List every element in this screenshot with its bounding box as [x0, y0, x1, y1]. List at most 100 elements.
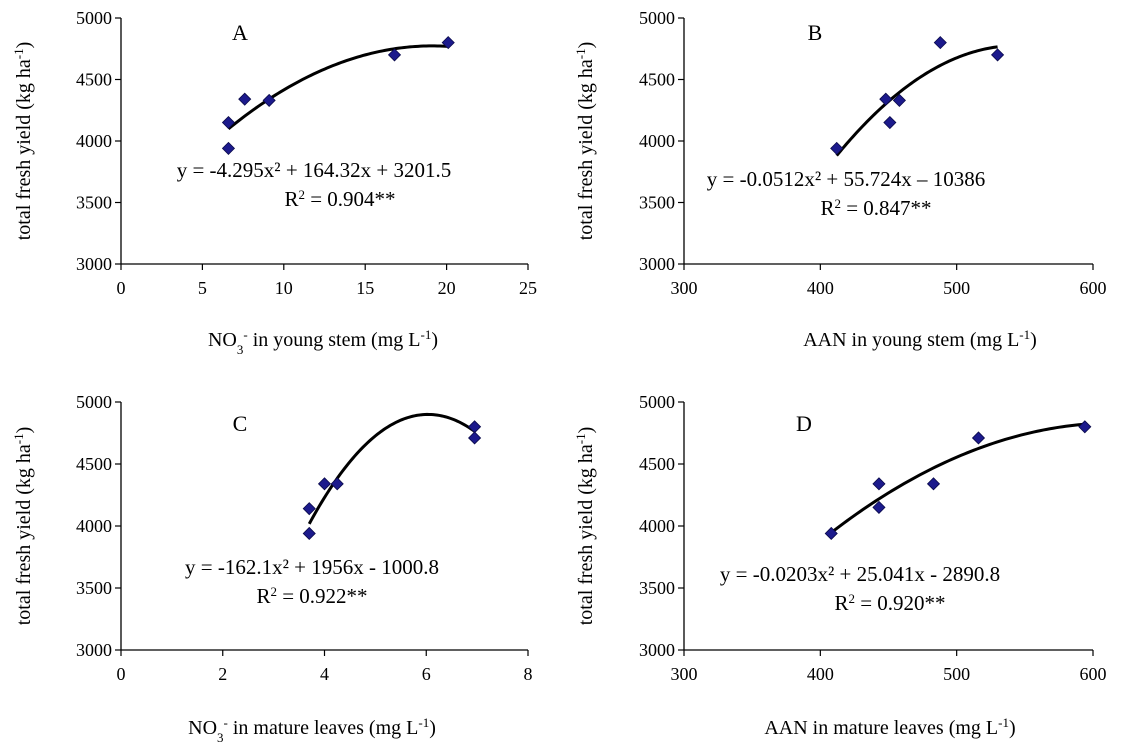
- r2-superscript: 2: [298, 187, 305, 202]
- panel-b-equation: y = -0.0512x² + 55.724x – 10386: [707, 167, 985, 191]
- y-label-superscript: -1: [573, 433, 588, 444]
- y-label-superscript: -1: [11, 48, 26, 59]
- panel-c-data-point: [317, 477, 332, 491]
- panel-a-data-point: [221, 141, 236, 155]
- panel-d-xtick-label: 500: [943, 664, 970, 684]
- panel-c-ytick-label: 4000: [76, 516, 112, 536]
- panel-b-ytick-label: 5000: [639, 8, 675, 28]
- panel-b-xtick-label: 300: [671, 278, 698, 298]
- panel-a-trendline: [227, 44, 449, 130]
- x-label-subscript: 3: [217, 730, 224, 745]
- panel-c-data-point: [302, 502, 316, 516]
- panel-a-y-axis-label: total fresh yield (kg ha-1): [11, 42, 36, 241]
- panel-b-ytick-label: 4000: [639, 131, 675, 151]
- x-label-text-end: ): [1030, 329, 1037, 351]
- x-label-text-end: ): [429, 717, 436, 739]
- panel-c-ytick-label: 5000: [76, 392, 112, 412]
- panel-a-ytick-label: 4000: [76, 131, 112, 151]
- panel-a-letter: A: [232, 20, 248, 45]
- y-label-text-end: ): [13, 42, 35, 49]
- x-label-text: AAN in young stem (mg L: [803, 329, 1019, 351]
- panel-b-y-axis-label: total fresh yield (kg ha-1): [573, 42, 598, 241]
- r2-value: = 0.904**: [305, 187, 396, 211]
- panel-a-ytick-label: 4500: [76, 70, 112, 90]
- panel-b-ytick-label: 3500: [639, 193, 675, 213]
- panel-d-xtick-label: 300: [671, 664, 698, 684]
- panel-d-xtick-label: 400: [807, 664, 834, 684]
- r2-text: R: [820, 196, 834, 220]
- panel-b-ytick-label: 4500: [639, 70, 675, 90]
- panel-c-trendline: [307, 412, 476, 525]
- x-label-text: NO: [188, 717, 217, 739]
- panel-d-ytick-label: 3000: [639, 640, 675, 660]
- panel-c-ytick-label: 3000: [76, 640, 112, 660]
- panel-c-r-squared: R2 = 0.922**: [256, 584, 367, 609]
- panel-c-xtick-label: 6: [422, 664, 431, 684]
- panel-a-data-point: [221, 115, 236, 130]
- panel-b-xtick-label: 400: [807, 278, 834, 298]
- panel-c: 3000 3500 4000 4500 5000 0 2 4 6 8 total fresh yie…: [11, 392, 533, 745]
- r2-value: = 0.922**: [277, 584, 368, 608]
- x-label-superscript: -: [224, 715, 228, 730]
- panel-a-ytick-label: 3000: [76, 254, 112, 274]
- panel-a-r-squared: R2 = 0.904**: [284, 187, 395, 212]
- r2-text: R: [834, 591, 848, 615]
- panel-a-xtick-label: 0: [117, 278, 126, 298]
- x-label-text: NO: [208, 329, 237, 351]
- panel-a-data-point: [387, 48, 402, 62]
- x-label-superscript: -1: [1019, 327, 1030, 342]
- panel-a: 3000 3500 4000 4500 5000 0 5 10 15 20 25 total fres…: [11, 8, 538, 357]
- panel-a-xtick-label: 5: [198, 278, 207, 298]
- panel-a-xtick-label: 20: [438, 278, 456, 298]
- y-label-text: total fresh yield (kg ha: [13, 59, 35, 240]
- panel-d-ytick-label: 5000: [639, 392, 675, 412]
- panel-b-data-point: [883, 115, 897, 130]
- panel-c-xtick-label: 8: [524, 664, 533, 684]
- x-label-superscript-unit: -1: [420, 327, 431, 342]
- panel-c-xtick-label: 4: [320, 664, 329, 684]
- panel-a-xtick-label: 25: [519, 278, 537, 298]
- y-label-text: total fresh yield (kg ha: [575, 59, 597, 240]
- panel-b-ytick-label: 3000: [639, 254, 675, 274]
- panel-b-data-point: [892, 93, 906, 107]
- panel-d-data-point: [872, 500, 886, 514]
- panel-c-ytick-label: 3500: [76, 578, 112, 598]
- panel-c-ytick-label: 4500: [76, 454, 112, 474]
- panel-a-xtick-label: 15: [356, 278, 374, 298]
- x-label-text-end: ): [1009, 717, 1016, 739]
- panel-c-x-axis-label: NO3- in mature leaves (mg L-1): [188, 715, 436, 745]
- r2-text: R: [256, 584, 270, 608]
- y-label-text-end: ): [575, 42, 597, 49]
- panel-d-x-axis-label: AAN in mature leaves (mg L-1): [764, 715, 1015, 740]
- panel-c-letter: C: [233, 411, 248, 436]
- panel-b-xtick-label: 500: [943, 278, 970, 298]
- y-label-text-end: ): [13, 427, 35, 434]
- x-label-superscript: -1: [998, 715, 1009, 730]
- panel-d-letter: D: [796, 411, 812, 436]
- y-label-superscript: -1: [573, 48, 588, 59]
- panel-b-trendline: [835, 45, 998, 157]
- panel-b-r-squared: R2 = 0.847**: [820, 196, 931, 221]
- panel-d-data-point: [1078, 420, 1092, 434]
- panel-c-xtick-label: 2: [218, 664, 227, 684]
- r2-text: R: [284, 187, 298, 211]
- x-label-text-mid: in young stem (mg L: [248, 329, 421, 351]
- x-label-subscript: 3: [237, 342, 244, 357]
- r2-superscript: 2: [270, 584, 277, 599]
- panel-d-trendline: [830, 422, 1085, 534]
- panel-a-ytick-label: 5000: [76, 8, 112, 28]
- panel-b-data-point: [879, 92, 893, 106]
- panel-d-ytick-label: 3500: [639, 578, 675, 598]
- panel-d-data-point: [926, 477, 941, 491]
- y-label-superscript: -1: [11, 433, 26, 444]
- panel-d-data-point: [824, 526, 838, 541]
- r2-value: = 0.920**: [855, 591, 946, 615]
- panel-b-letter: B: [808, 20, 823, 45]
- panel-c-data-point: [468, 420, 482, 434]
- panel-a-data-point: [262, 93, 276, 107]
- x-label-text-mid: in mature leaves (mg L: [228, 717, 419, 739]
- panel-c-equation: y = -162.1x² + 1956x - 1000.8: [185, 555, 439, 579]
- panel-c-data-point: [302, 526, 316, 541]
- panel-d-xtick-label: 600: [1080, 664, 1107, 684]
